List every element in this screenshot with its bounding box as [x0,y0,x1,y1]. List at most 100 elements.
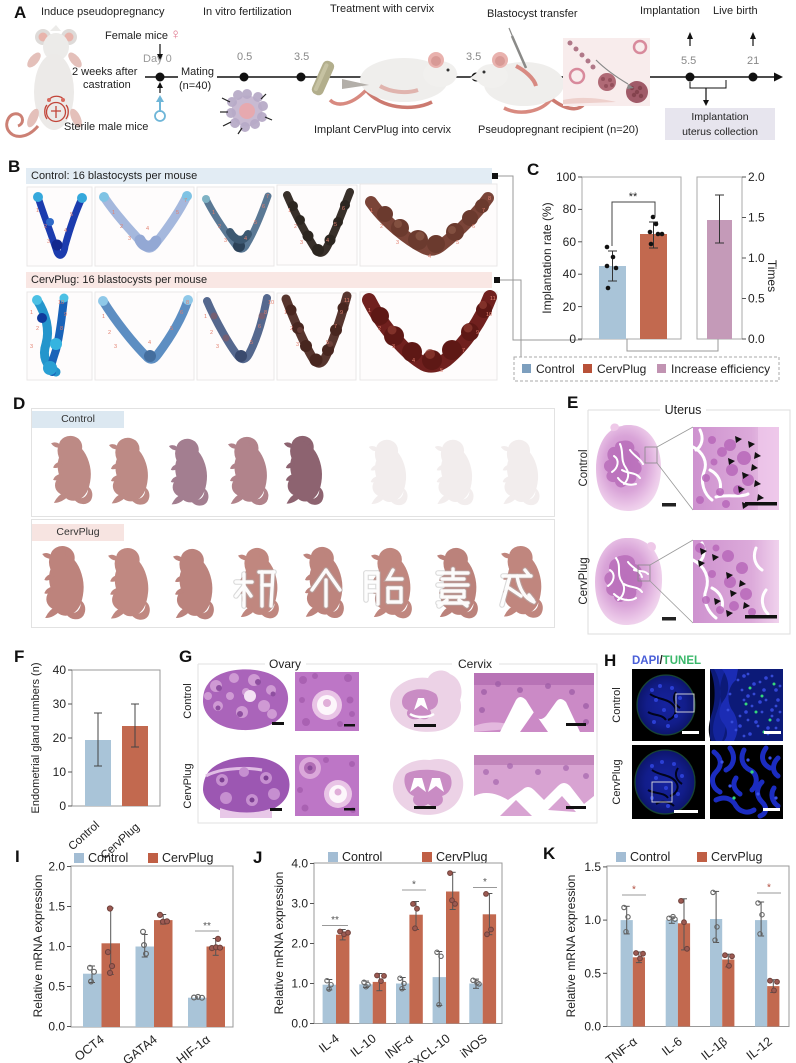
svg-text:8: 8 [264,310,267,316]
svg-text:5: 5 [70,212,73,218]
svg-text:Control: Control [182,683,194,718]
svg-text:Control: Control [88,851,128,865]
svg-text:**: ** [629,191,638,203]
svg-text:10: 10 [58,300,64,306]
svg-text:Endometrial gland numbers (n): Endometrial gland numbers (n) [30,662,42,813]
svg-text:IL-1β: IL-1β [699,1034,730,1063]
svg-text:0: 0 [59,799,66,813]
svg-text:5: 5 [176,210,179,216]
svg-text:1.0: 1.0 [48,940,65,954]
svg-text:60: 60 [563,235,577,249]
svg-text:7: 7 [482,208,485,214]
svg-text:3: 3 [396,240,399,246]
svg-text:5: 5 [250,340,253,346]
svg-text:1: 1 [36,208,39,214]
svg-text:2: 2 [36,326,39,332]
svg-text:1: 1 [102,314,105,320]
svg-text:1: 1 [284,310,287,316]
svg-text:2: 2 [290,326,293,332]
svg-text:1.5: 1.5 [748,211,765,225]
svg-text:1: 1 [212,210,215,216]
svg-text:Control: Control [578,449,590,486]
svg-text:40: 40 [563,267,577,281]
svg-text:**: ** [203,921,211,932]
svg-text:Control: Control [342,850,382,864]
svg-text:0.0: 0.0 [748,332,765,346]
svg-text:7: 7 [184,198,187,204]
svg-text:6: 6 [258,324,261,330]
svg-text:DAPI/TUNEL: DAPI/TUNEL [632,655,701,667]
svg-text:Ovary: Ovary [269,657,301,671]
svg-text:7: 7 [462,348,465,354]
svg-text:6: 6 [262,204,265,210]
svg-text:8: 8 [186,300,189,306]
svg-text:*: * [483,877,487,888]
svg-text:9: 9 [340,310,343,316]
svg-text:CervPlug: CervPlug [182,763,194,808]
svg-text:4: 4 [146,226,149,232]
svg-text:100: 100 [556,170,576,184]
svg-text:5: 5 [254,220,257,226]
svg-text:1: 1 [368,308,371,314]
svg-text:Control: Control [536,362,575,376]
svg-text:4: 4 [326,238,329,244]
svg-text:11: 11 [490,296,496,302]
svg-text:2: 2 [378,326,381,332]
svg-text:5: 5 [456,240,459,246]
svg-text:10: 10 [53,765,67,779]
svg-text:Implantation rate (%): Implantation rate (%) [540,202,554,313]
svg-text:6: 6 [180,310,183,316]
svg-text:1: 1 [288,208,291,214]
svg-text:20: 20 [53,731,67,745]
svg-text:4: 4 [148,340,151,346]
svg-text:4: 4 [412,358,415,364]
svg-text:3: 3 [47,239,50,245]
svg-text:5: 5 [334,222,337,228]
svg-text:Cervix: Cervix [458,657,492,671]
svg-text:**: ** [331,915,339,926]
svg-text:1.0: 1.0 [291,977,308,991]
svg-text:2: 2 [380,224,383,230]
svg-text:10: 10 [268,300,274,306]
svg-text:7: 7 [334,324,337,330]
svg-text:1.5: 1.5 [48,900,65,914]
svg-text:3: 3 [300,240,303,246]
svg-text:CervPlug: CervPlug [578,557,590,604]
svg-text:Uterus: Uterus [665,403,702,417]
svg-text:4: 4 [428,254,431,260]
svg-text:TNF-α: TNF-α [603,1034,640,1063]
svg-text:CervPlug: CervPlug [162,851,213,865]
svg-text:Control: Control [630,850,670,864]
svg-text:6: 6 [342,206,345,212]
svg-text:2: 2 [44,224,47,230]
svg-text:0.0: 0.0 [584,1020,601,1034]
svg-text:2.0: 2.0 [291,937,308,951]
svg-text:IL-12: IL-12 [744,1034,775,1063]
svg-text:5: 5 [326,340,329,346]
svg-text:4: 4 [244,236,247,242]
svg-text:Relative mRNA expression: Relative mRNA expression [31,875,45,1018]
svg-text:CervPlug: CervPlug [611,759,623,804]
svg-text:0: 0 [569,332,576,346]
svg-text:5: 5 [440,368,443,374]
svg-text:1.5: 1.5 [584,860,601,874]
svg-text:8: 8 [60,326,63,332]
svg-text:9: 9 [476,330,479,336]
svg-text:11: 11 [344,298,350,304]
svg-text:1: 1 [112,210,115,216]
svg-text:1: 1 [370,208,373,214]
svg-text:0.0: 0.0 [291,1017,308,1031]
svg-text:7: 7 [266,194,269,200]
svg-text:1.0: 1.0 [748,251,765,265]
svg-text:3: 3 [224,238,227,244]
svg-text:20: 20 [563,300,577,314]
svg-text:40: 40 [53,663,67,677]
svg-text:2: 2 [294,224,297,230]
svg-text:*: * [632,885,636,896]
svg-text:30: 30 [53,697,67,711]
svg-text:0.5: 0.5 [48,980,65,994]
svg-text:2.0: 2.0 [748,170,765,184]
svg-text:0.0: 0.0 [48,1020,65,1034]
svg-text:3: 3 [114,344,117,350]
svg-text:2: 2 [218,224,221,230]
